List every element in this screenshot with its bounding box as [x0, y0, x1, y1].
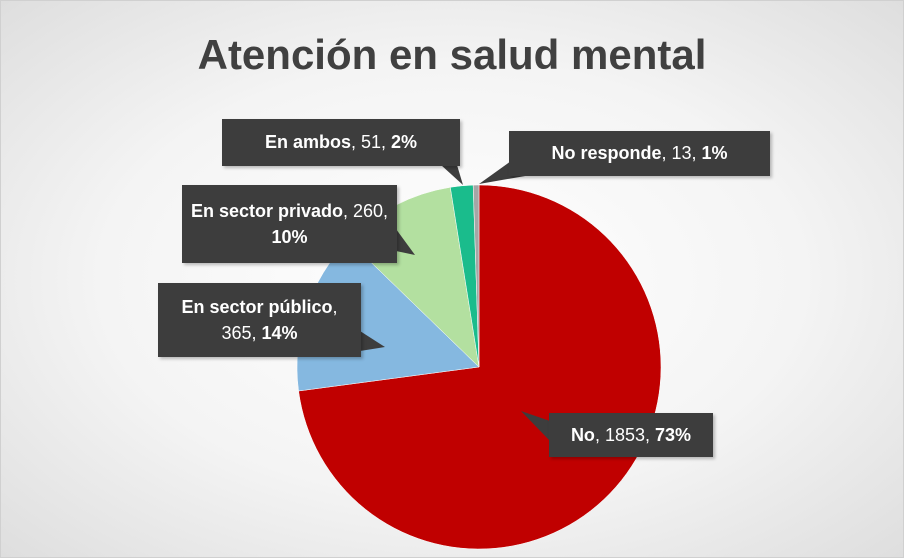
label-category: No responde — [551, 143, 662, 164]
data-label-text: En sector público, 365, 14% — [166, 294, 353, 346]
label-separator: , — [594, 424, 605, 445]
label-separator: , — [383, 200, 389, 221]
callout-pointer — [360, 331, 385, 351]
label-percent: 10% — [271, 227, 308, 247]
label-category: No — [570, 424, 595, 445]
data-label: En sector público, 365, 14% — [158, 283, 361, 357]
data-label-text: En ambos, 51, 2% — [265, 129, 417, 155]
label-separator: , — [251, 323, 262, 343]
label-value: 13 — [671, 143, 692, 164]
label-separator: , — [342, 200, 353, 221]
callout-pointer — [441, 165, 463, 185]
pie-slice — [298, 184, 662, 550]
data-label-text: En sector privado, 260, 10% — [190, 198, 389, 250]
label-percent: 14% — [261, 323, 298, 343]
callout-pointer — [521, 411, 550, 441]
label-category: En sector privado — [190, 200, 343, 221]
label-value: 51 — [360, 132, 382, 153]
data-label-text: No, 1853, 73% — [571, 422, 691, 448]
pie-slice — [472, 184, 480, 368]
label-separator: , — [645, 424, 656, 445]
label-separator: , — [350, 132, 361, 153]
label-value: 260 — [353, 200, 384, 221]
label-separator: , — [381, 132, 392, 153]
label-percent: 73% — [655, 424, 692, 445]
callout-pointer — [396, 229, 415, 255]
data-label: No responde, 13, 1% — [509, 131, 770, 176]
label-percent: 2% — [391, 132, 418, 153]
label-separator: , — [332, 296, 338, 317]
data-label: En ambos, 51, 2% — [222, 119, 460, 166]
data-label: En sector privado, 260, 10% — [182, 185, 397, 263]
label-category: En sector público — [181, 296, 333, 317]
data-label: No, 1853, 73% — [549, 413, 713, 457]
label-value: 1853 — [604, 424, 645, 445]
label-separator: , — [661, 143, 672, 164]
label-value: 365 — [221, 323, 252, 343]
label-percent: 1% — [701, 143, 728, 164]
label-category: En ambos — [264, 132, 351, 153]
data-label-text: No responde, 13, 1% — [551, 140, 727, 166]
chart-title: Atención en salud mental — [197, 31, 707, 78]
label-separator: , — [691, 143, 702, 164]
